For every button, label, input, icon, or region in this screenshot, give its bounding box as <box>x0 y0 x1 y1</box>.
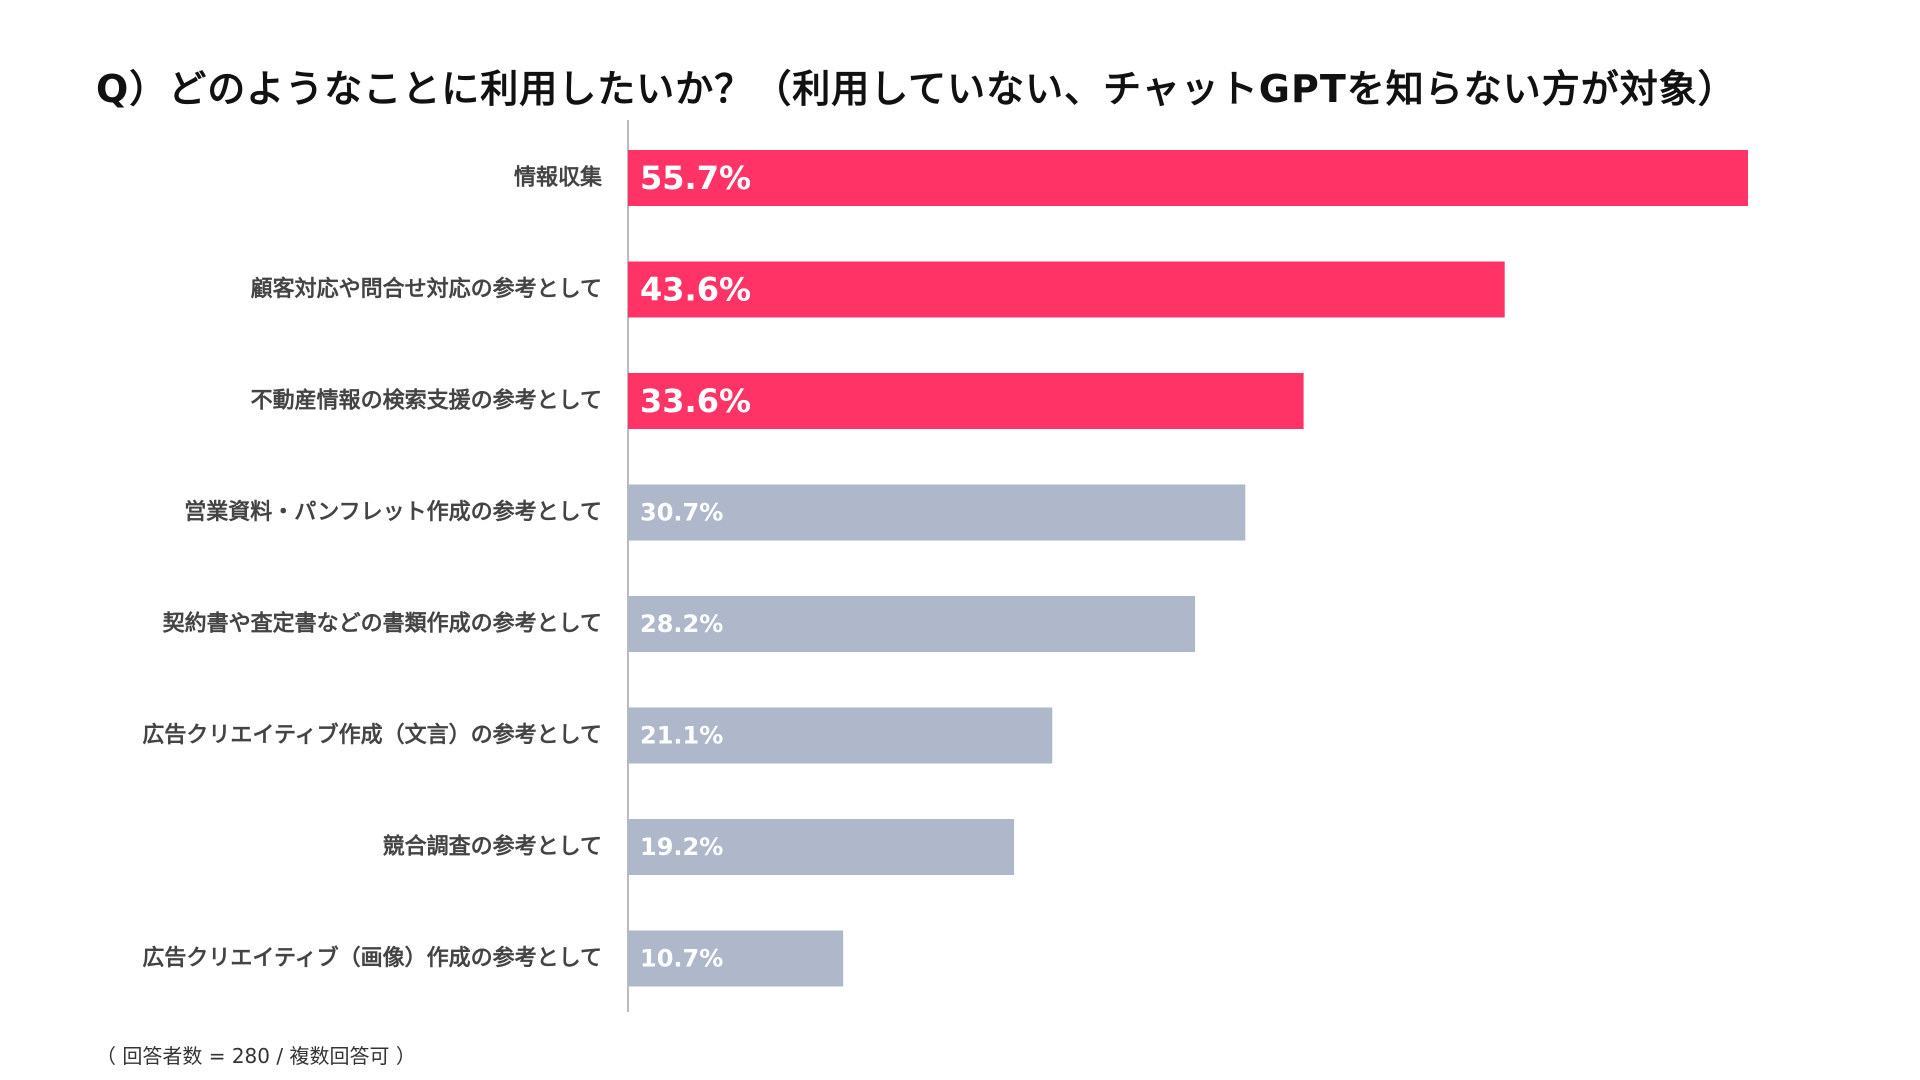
bar <box>628 930 844 987</box>
bar <box>628 819 1015 875</box>
category-label: 広告クリエイティブ作成（文言）の参考として <box>142 722 602 748</box>
chart-title: Q）どのようなことに利用したいか？（利用していない、チャットGPTを知らない方が… <box>96 67 1737 111</box>
value-label: 28.2% <box>640 610 723 638</box>
category-label: 競合調査の参考として <box>383 834 602 860</box>
category-label: 顧客対応や問合せ対応の参考として <box>251 276 602 302</box>
category-label: 契約書や査定書などの書類作成の参考として <box>162 611 602 637</box>
footnote: （ 回答者数 = 280 / 複数回答可 ） <box>96 1044 416 1068</box>
bar <box>628 484 1246 541</box>
value-label: 10.7% <box>640 945 723 973</box>
bar <box>628 596 1196 652</box>
value-label: 55.7% <box>640 159 751 197</box>
value-label: 19.2% <box>640 833 723 861</box>
bar <box>628 707 1053 764</box>
value-label: 30.7% <box>640 499 723 527</box>
value-label: 43.6% <box>640 271 751 309</box>
bar <box>628 261 1505 318</box>
value-label: 33.6% <box>640 382 751 420</box>
bar <box>628 373 1304 429</box>
category-label: 広告クリエイティブ（画像）作成の参考として <box>142 945 602 971</box>
value-label: 21.1% <box>640 722 723 750</box>
bar <box>628 150 1748 206</box>
category-label: 情報収集 <box>514 165 603 191</box>
category-label: 営業資料・パンフレット作成の参考として <box>184 499 602 525</box>
category-label: 不動産情報の検索支援の参考として <box>251 388 602 414</box>
